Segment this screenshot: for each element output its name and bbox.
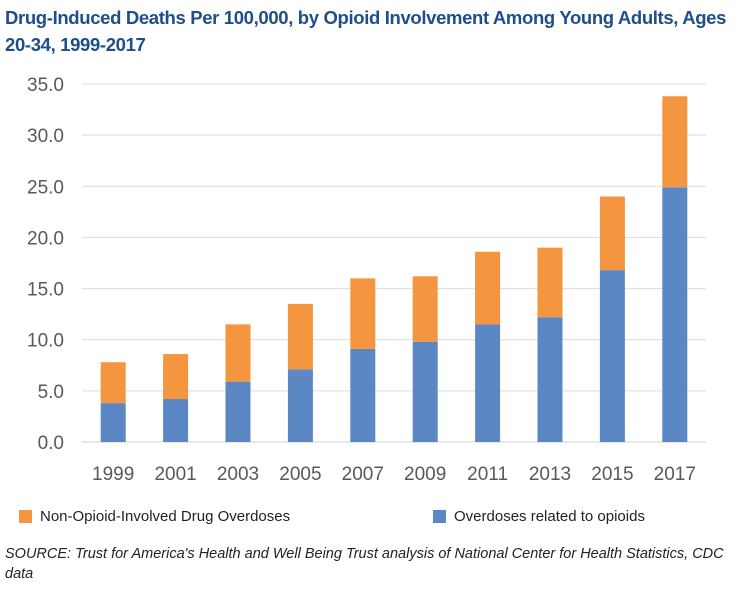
bar-segment-non-opioid	[475, 251, 501, 325]
x-tick-label: 2015	[591, 464, 633, 485]
x-tick-label: 1999	[92, 464, 134, 485]
bar-segment-opioid	[287, 369, 313, 442]
bars	[100, 96, 688, 442]
bar-segment-non-opioid	[163, 354, 189, 400]
y-tick-label: 20.0	[27, 228, 64, 249]
bar-segment-non-opioid	[662, 96, 688, 188]
legend-item-opioid: Overdoses related to opioids	[433, 508, 645, 525]
bar-segment-opioid	[662, 187, 688, 442]
x-axis-ticks: 1999 2001 2003 2005 2007 2009 2011 2013 2015 2017	[92, 464, 696, 485]
bar-segment-opioid	[412, 341, 438, 442]
y-tick-label: 35.0	[27, 75, 64, 96]
y-axis-ticks: 0.0 5.0 10.0 15.0 20.0 25.0 30.0 35.0	[27, 75, 64, 454]
bar-segment-non-opioid	[350, 278, 376, 349]
bar-segment-opioid	[100, 403, 126, 442]
chart-title: Drug-Induced Deaths Per 100,000, by Opio…	[5, 7, 727, 55]
legend-label-opioid: Overdoses related to opioids	[454, 508, 645, 525]
bar-segment-non-opioid	[599, 196, 625, 271]
legend-item-non-opioid: Non-Opioid-Involved Drug Overdoses	[19, 508, 290, 525]
stacked-bar-chart: 0.0 5.0 10.0 15.0 20.0 25.0 30.0 35.0 1999 2001 2…	[27, 75, 706, 485]
x-tick-label: 2009	[404, 464, 446, 485]
x-tick-label: 2007	[342, 464, 384, 485]
legend-label-non-opioid: Non-Opioid-Involved Drug Overdoses	[40, 508, 291, 525]
x-tick-label: 2011	[467, 464, 508, 485]
y-tick-label: 5.0	[38, 382, 64, 403]
bar-segment-opioid	[350, 348, 376, 442]
bar-segment-non-opioid	[537, 247, 563, 318]
bar-segment-non-opioid	[412, 276, 438, 342]
bar-segment-opioid	[599, 270, 625, 442]
y-tick-label: 30.0	[27, 126, 64, 147]
bar-segment-opioid	[225, 381, 251, 442]
y-tick-label: 25.0	[27, 177, 64, 198]
x-tick-label: 2013	[529, 464, 571, 485]
bar-segment-non-opioid	[225, 324, 251, 382]
x-tick-label: 2003	[217, 464, 259, 485]
legend-swatch-opioid	[433, 510, 446, 523]
bar-segment-non-opioid	[100, 362, 126, 404]
legend-swatch-non-opioid	[19, 510, 32, 523]
bar-segment-opioid	[475, 324, 501, 442]
x-tick-label: 2001	[154, 464, 196, 485]
x-tick-label: 2017	[654, 464, 696, 485]
source-note: SOURCE: Trust for America's Health and W…	[5, 546, 724, 582]
bar-segment-non-opioid	[287, 303, 313, 370]
y-tick-label: 0.0	[38, 433, 64, 454]
bar-segment-opioid	[163, 399, 189, 442]
bar-segment-opioid	[537, 317, 563, 442]
x-tick-label: 2005	[279, 464, 321, 485]
y-tick-label: 15.0	[27, 280, 64, 301]
y-tick-label: 10.0	[27, 331, 64, 352]
